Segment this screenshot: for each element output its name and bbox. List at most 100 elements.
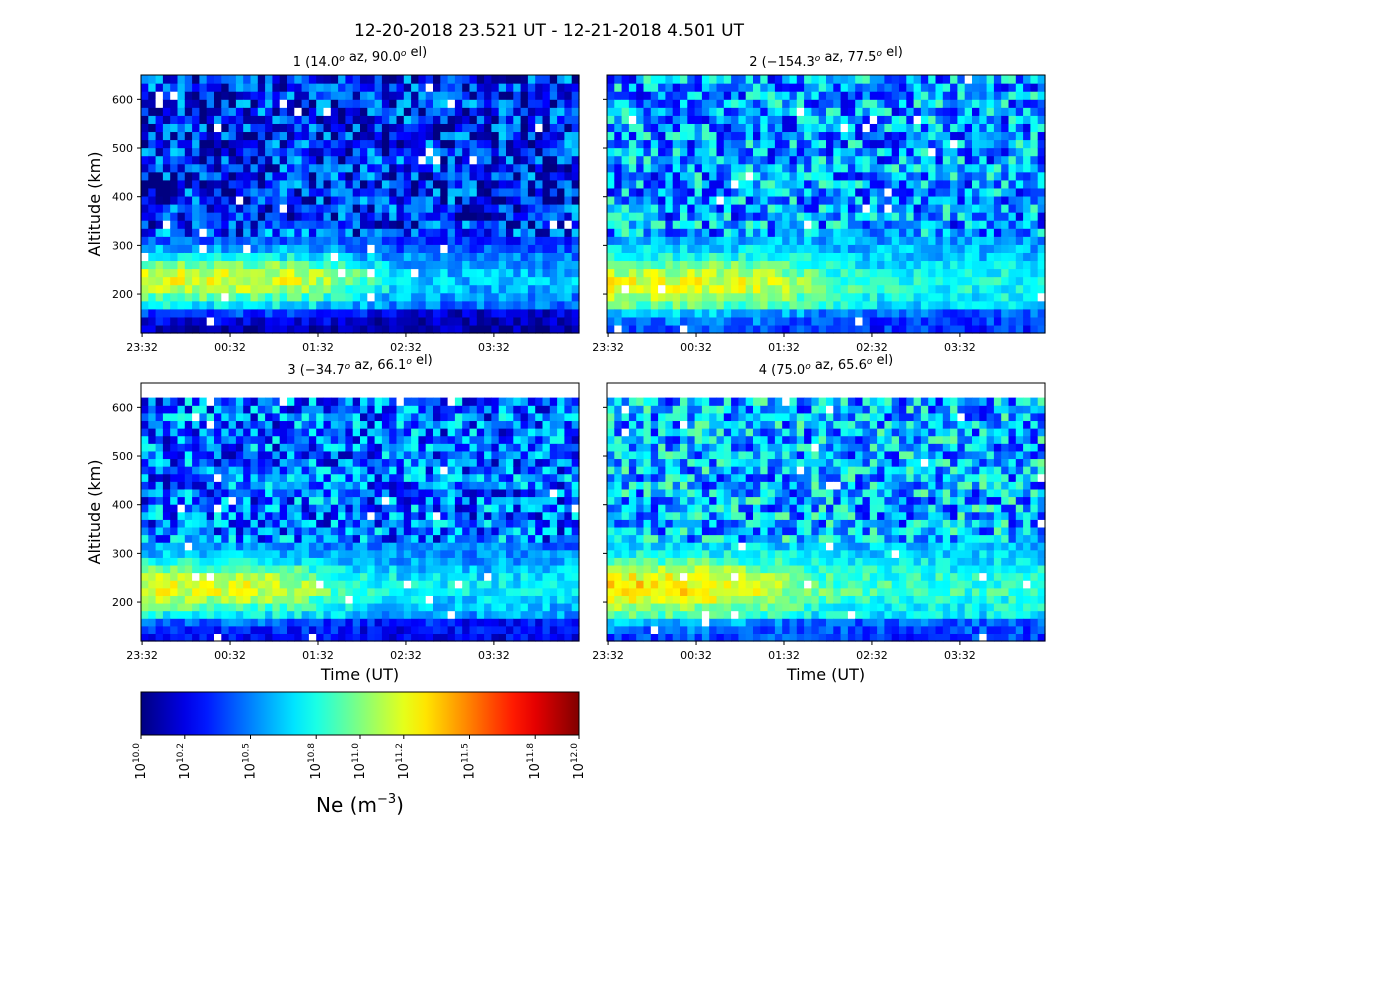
heatmap-cell (360, 316, 368, 326)
heatmap-cell (964, 195, 973, 205)
heatmap-cell (942, 123, 951, 133)
heatmap-cell (396, 220, 405, 229)
heatmap-cell (440, 131, 449, 141)
heatmap-cell (1023, 204, 1031, 213)
heatmap-cell (214, 324, 222, 334)
heatmap-cell (301, 91, 310, 100)
heatmap-cell (557, 228, 565, 237)
heatmap-cell (847, 115, 856, 124)
heatmap-cell (294, 443, 303, 452)
heatmap-cell (447, 139, 456, 149)
heatmap-cell (308, 179, 317, 189)
heatmap-cell (345, 99, 354, 108)
heatmap-cell (687, 91, 696, 100)
heatmap-cell (330, 466, 339, 475)
heatmap-cell (774, 268, 783, 278)
heatmap-cell (374, 572, 383, 581)
heatmap-cell (847, 75, 856, 84)
heatmap-cell (272, 618, 281, 627)
heatmap-cell (680, 75, 688, 84)
heatmap-cell (542, 171, 551, 181)
heatmap-cell (462, 187, 471, 197)
heatmap-cell (847, 212, 856, 221)
heatmap-cell (243, 244, 252, 253)
heatmap-cell (957, 292, 966, 302)
heatmap-cell (374, 268, 383, 278)
heatmap-cell (869, 179, 878, 189)
heatmap-cell (476, 107, 485, 116)
heatmap-cell (462, 220, 471, 229)
heatmap-cell (972, 252, 980, 262)
heatmap-cell (352, 443, 361, 452)
heatmap-cell (650, 260, 659, 270)
heatmap-cell (206, 542, 215, 551)
heatmap-cell (155, 244, 164, 253)
heatmap-cell (330, 284, 339, 294)
heatmap-cell (527, 284, 536, 294)
heatmap-cell (826, 260, 834, 270)
heatmap-cell (745, 292, 754, 302)
x-tick-label: 02:32 (390, 341, 422, 354)
heatmap-cell (360, 91, 368, 100)
heatmap-cell (192, 412, 200, 422)
heatmap-cell (935, 107, 944, 116)
heatmap-cell (557, 300, 565, 310)
heatmap-cell (782, 139, 791, 149)
heatmap-cell (287, 466, 295, 475)
heatmap-cell (294, 316, 303, 326)
heatmap-cell (155, 308, 164, 318)
heatmap-cell (141, 557, 149, 566)
heatmap-cell (658, 83, 666, 92)
heatmap-cell (250, 147, 259, 157)
heatmap-cell (454, 292, 463, 302)
heatmap-cell (221, 473, 230, 482)
heatmap-cell (680, 99, 688, 108)
heatmap-cell (294, 244, 303, 253)
heatmap-cell (381, 204, 390, 213)
heatmap-cell (738, 187, 747, 197)
heatmap-cell (228, 412, 237, 422)
heatmap-cell (796, 220, 805, 229)
heatmap-cell (425, 212, 434, 221)
heatmap-cell (214, 171, 222, 181)
heatmap-cell (316, 397, 325, 406)
heatmap-panel-3: 3 (−34.7o az, 66.1o el)20030040050060023… (85, 353, 580, 684)
heatmap-cell (170, 564, 179, 574)
heatmap-cell (433, 187, 441, 197)
heatmap-cell (352, 276, 361, 286)
heatmap-cell (287, 625, 295, 634)
heatmap-cell (774, 212, 783, 221)
heatmap-cell (272, 564, 281, 574)
heatmap-cell (367, 473, 376, 482)
heatmap-cell (228, 276, 237, 286)
heatmap-cell (484, 300, 492, 310)
heatmap-cell (177, 602, 186, 612)
heatmap-cell (155, 602, 164, 612)
heatmap-cell (221, 481, 230, 490)
heatmap-cell (396, 268, 405, 278)
heatmap-cell (680, 195, 688, 205)
heatmap-cell (235, 268, 244, 278)
heatmap-cell (257, 252, 266, 262)
heatmap-cell (774, 147, 783, 157)
heatmap-cell (447, 236, 456, 245)
heatmap-cell (148, 602, 157, 612)
heatmap-cell (243, 633, 252, 642)
heatmap-cell (462, 115, 471, 124)
heatmap-cell (745, 123, 754, 133)
heatmap-cell (847, 139, 856, 149)
heatmap-cell (950, 171, 958, 181)
heatmap-cell (491, 187, 500, 197)
heatmap-cell (1008, 204, 1017, 213)
heatmap-cell (621, 131, 630, 141)
heatmap-cell (484, 115, 492, 124)
heatmap-cell (287, 443, 295, 452)
heatmap-cell (855, 300, 864, 310)
heatmap-cell (680, 163, 688, 173)
heatmap-cell (433, 220, 441, 229)
heatmap-cell (155, 587, 164, 596)
heatmap-cell (294, 488, 303, 498)
heatmap-cell (913, 139, 922, 149)
heatmap-cell (621, 179, 630, 189)
heatmap-cell (731, 212, 739, 221)
